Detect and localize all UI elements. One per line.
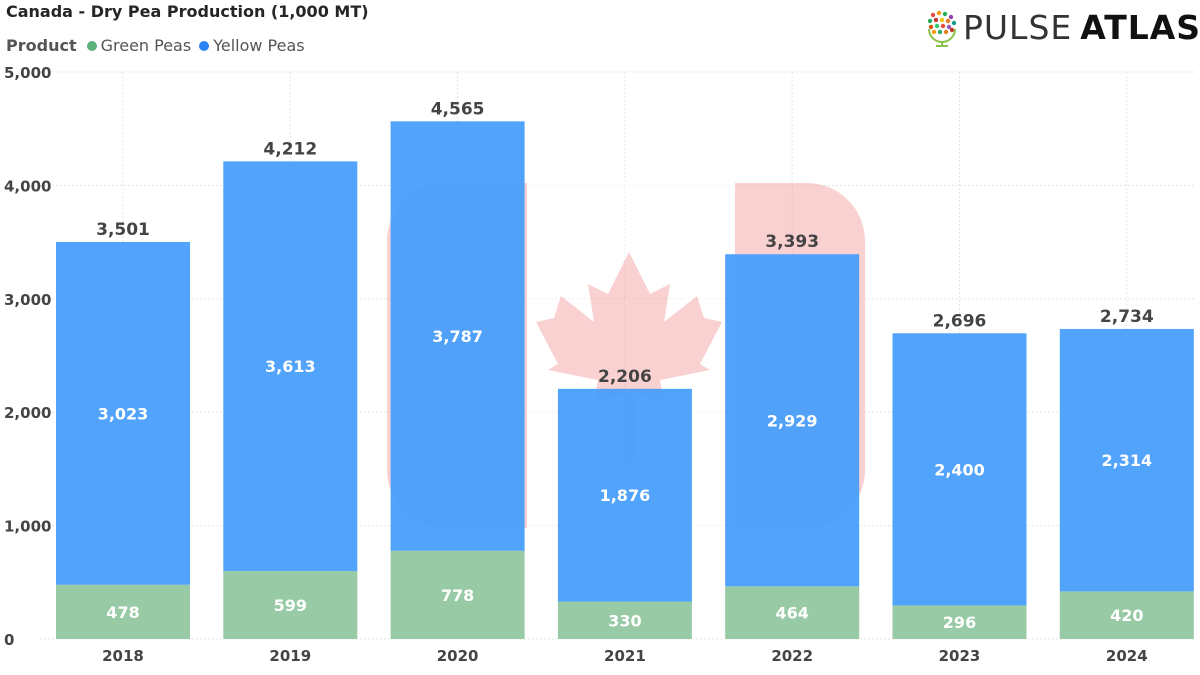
blue-dot-icon [199, 40, 210, 51]
globe-logo-icon [927, 10, 957, 47]
green-value-label: 778 [441, 586, 474, 605]
legend-label-green: Green Peas [100, 36, 192, 55]
bar-green-peas [56, 584, 190, 639]
green-value-label: 420 [1110, 606, 1143, 625]
yellow-value-label: 2,929 [767, 411, 818, 430]
green-value-label: 330 [608, 611, 641, 630]
y-tick-label: 4,000 [4, 177, 51, 195]
legend-item-yellow-peas[interactable]: Yellow Peas [199, 36, 305, 55]
legend-label-yellow: Yellow Peas [213, 36, 305, 55]
yellow-value-label: 3,023 [98, 404, 149, 423]
x-tick-label: 2019 [269, 647, 311, 665]
bar-green-peas [390, 550, 525, 639]
bar-yellow-peas [56, 241, 190, 585]
y-tick-label: 1,000 [4, 518, 51, 536]
bar-yellow-peas [557, 388, 692, 602]
total-value-label: 2,696 [933, 311, 987, 331]
x-tick-label: 2022 [771, 647, 813, 665]
total-value-label: 2,734 [1100, 307, 1154, 327]
x-tick-label: 2021 [604, 647, 646, 665]
y-tick-label: 2,000 [4, 404, 51, 422]
bar-yellow-peas [390, 121, 525, 551]
chart-title: Canada - Dry Pea Production (1,000 MT) [6, 2, 369, 21]
yellow-value-label: 3,613 [265, 357, 316, 376]
bar-green-peas [557, 601, 692, 639]
total-value-label: 3,501 [96, 220, 150, 240]
green-value-label: 599 [274, 596, 307, 615]
y-tick-label: 5,000 [4, 64, 51, 82]
legend-title: Product [6, 36, 77, 55]
pulse-atlas-logo: PULSE ATLAS [925, 8, 1200, 47]
green-value-label: 296 [943, 613, 976, 632]
bar-yellow-peas [725, 254, 860, 587]
x-tick-label: 2020 [437, 647, 479, 665]
yellow-value-label: 2,400 [934, 460, 985, 479]
total-value-label: 3,393 [765, 232, 819, 252]
total-value-label: 4,565 [431, 99, 485, 119]
bar-yellow-peas [1059, 328, 1194, 592]
yellow-value-label: 2,314 [1101, 451, 1152, 470]
bar-yellow-peas [223, 161, 358, 572]
green-dot-icon [86, 40, 97, 51]
yellow-value-label: 1,876 [600, 486, 651, 505]
logo-word-atlas: ATLAS [1080, 8, 1200, 47]
bar-green-peas [892, 605, 1027, 639]
total-value-label: 4,212 [263, 139, 317, 159]
y-tick-label: 3,000 [4, 291, 51, 309]
green-value-label: 478 [106, 603, 139, 622]
x-tick-label: 2023 [939, 647, 981, 665]
total-value-label: 2,206 [598, 367, 652, 387]
legend-item-green-peas[interactable]: Green Peas [86, 36, 192, 55]
bar-green-peas [1059, 591, 1194, 639]
logo-word-pulse: PULSE [963, 8, 1073, 47]
bar-green-peas [725, 586, 860, 639]
bar-green-peas [223, 571, 358, 639]
yellow-value-label: 3,787 [432, 327, 483, 346]
bar-yellow-peas [892, 333, 1027, 606]
x-tick-label: 2018 [102, 647, 144, 665]
green-value-label: 464 [775, 604, 808, 623]
y-tick-label: 0 [4, 631, 14, 649]
legend: Product Green Peas Yellow Peas [6, 36, 313, 55]
x-tick-label: 2024 [1106, 647, 1148, 665]
